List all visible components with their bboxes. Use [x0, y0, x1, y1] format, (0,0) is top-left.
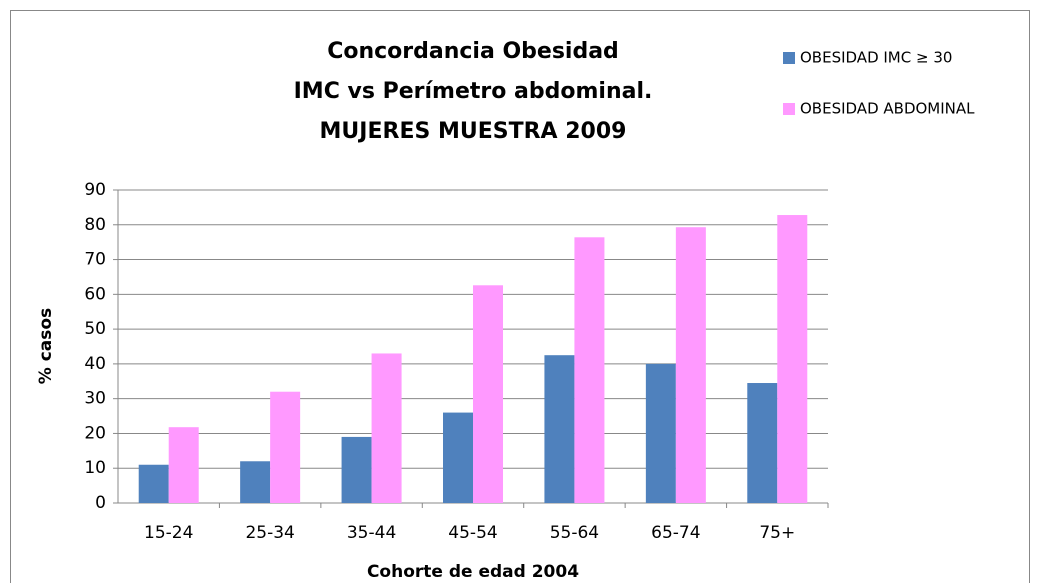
chart-title: IMC vs Perímetro abdominal.: [294, 79, 653, 104]
bar: [240, 461, 271, 503]
chart-title: MUJERES MUESTRA 2009: [320, 119, 627, 144]
y-tick-label: 60: [84, 284, 106, 304]
legend-swatch: [783, 103, 795, 115]
bar: [270, 391, 301, 503]
y-tick-label: 70: [84, 250, 106, 270]
bar: [443, 412, 473, 503]
x-tick-label: 25-34: [245, 523, 294, 543]
bar: [675, 227, 706, 503]
y-tick-label: 30: [84, 389, 106, 409]
x-tick-label: 55-64: [550, 523, 599, 543]
legend-swatch: [783, 52, 795, 64]
bar: [138, 464, 169, 503]
x-tick-label: 75+: [759, 523, 795, 543]
bar: [168, 427, 199, 503]
y-tick-label: 80: [84, 215, 106, 235]
bar: [341, 436, 372, 503]
y-tick-label: 90: [84, 180, 106, 200]
bar: [777, 215, 808, 504]
bar: [574, 237, 605, 503]
chart-title: Concordancia Obesidad: [327, 39, 619, 64]
bar: [544, 355, 575, 503]
x-axis-title: Cohorte de edad 2004: [367, 562, 579, 582]
x-tick-label: 35-44: [347, 523, 396, 543]
legend-label: OBESIDAD IMC ≥ 30: [800, 49, 952, 67]
y-tick-label: 40: [84, 354, 106, 374]
x-tick-label: 15-24: [144, 523, 193, 543]
y-tick-label: 20: [84, 423, 106, 443]
y-tick-label: 50: [84, 319, 106, 339]
bar: [645, 363, 676, 503]
x-tick-label: 65-74: [651, 523, 700, 543]
y-tick-label: 0: [95, 493, 106, 513]
legend-label: OBESIDAD ABDOMINAL: [800, 100, 975, 118]
bar: [747, 383, 778, 503]
bar: [473, 285, 503, 503]
bar: [371, 353, 402, 503]
y-tick-label: 10: [84, 458, 106, 478]
y-axis-title: % casos: [36, 308, 56, 384]
x-tick-label: 45-54: [448, 523, 497, 543]
